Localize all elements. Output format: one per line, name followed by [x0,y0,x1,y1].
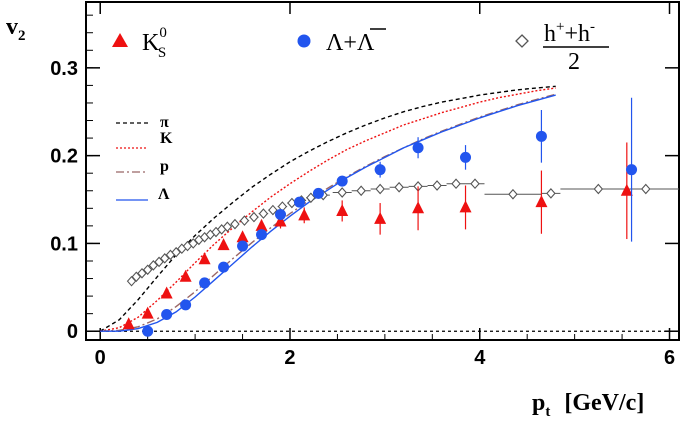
hadron-point [142,264,153,276]
kshort-point [274,214,287,227]
hadron-point [268,204,278,216]
plot-frame [85,1,680,341]
lambda-point [275,208,287,220]
y-axis-title: v2 [6,14,26,44]
legend-lambda-label: Λ+Λ [326,30,375,56]
lambda-point [535,130,547,142]
hadron-point [148,260,159,271]
kshort-point [255,218,268,231]
hadron-point [356,185,366,197]
lambda-point [374,164,386,176]
legend-curve-lambda-label: Λ [158,186,170,203]
hadron-point [171,246,181,258]
legend-lambda-marker [297,34,311,48]
legend-curve-pi-label: π [160,114,169,131]
hadron-point [137,267,147,279]
legend-kshort: K0 S [112,25,167,61]
y-tick-label: 0.2 [50,146,78,168]
lambda-point [336,175,348,187]
hadron-point [508,188,518,200]
kshort-point [236,230,249,243]
hadron-point [160,253,170,264]
kshort-point [122,317,135,330]
curve-p [100,93,556,332]
kshort-point [198,252,211,265]
lambda-point [142,325,154,337]
x-tick-label: 0 [95,347,106,369]
hadron-point [239,215,250,226]
axis-tick-labels: 0 2 4 6 0 0.1 0.2 0.3 [50,58,675,369]
legend-curve-p-label: p [160,158,169,175]
kshort-point [160,286,173,299]
hadron-point [222,221,233,233]
series-lambda [142,97,638,337]
lambda-point [412,142,424,154]
hadron-point [249,211,259,223]
lambda-point [460,151,472,163]
legend-hadrons: h++h- 2 [515,19,609,75]
legend-hadrons-denominator: 2 [568,49,580,75]
lambda-point [256,229,268,241]
kshort-point [374,211,387,224]
legend-hadrons-numerator: h++h- [544,19,595,47]
x-tick-label: 6 [664,347,675,369]
kshort-point [412,201,425,214]
lambda-point [199,277,211,289]
hadron-point [593,183,604,195]
kshort-point [141,306,154,319]
series-hadrons [126,178,679,287]
hadron-point [641,183,651,195]
kshort-point [298,208,311,221]
hadron-point [131,271,142,283]
hadron-point [470,178,480,190]
lambda-point [312,187,324,199]
lambda-point [293,196,305,208]
kshort-point [535,195,548,208]
kshort-point [459,200,472,213]
legend-lambda: Λ+Λ [297,28,386,56]
kshort-point [336,203,349,216]
y-tick-label: 0.1 [50,233,78,255]
series-kshort [122,142,633,330]
hadron-point [546,188,556,199]
legend-hadrons-marker [515,34,529,48]
x-tick-label: 2 [284,347,295,369]
y-tick-label: 0.3 [50,58,78,80]
lambda-point [237,240,249,252]
hadron-point [258,208,269,219]
hadron-point [154,256,164,268]
hadron-point [432,180,442,191]
curve-lambda [100,94,556,332]
kshort-point [620,183,633,196]
lambda-point [218,261,230,273]
hadron-point [188,238,198,249]
legend-curve-k-label: K [160,130,173,147]
hadron-point [306,192,316,204]
y-tick-label: 0 [67,321,78,343]
legend-kshort-label: K0 S [142,25,167,61]
kshort-point [179,269,192,282]
lambda-point [180,299,192,311]
hadron-point [375,183,385,195]
hadron-point [230,218,240,230]
lambda-point [626,164,638,176]
curve-k [100,87,556,332]
legend-curves: π K p Λ [116,114,173,203]
hadron-point [451,178,461,190]
lambda-point [161,309,173,321]
x-axis-title: pt [GeV/c] [532,390,644,420]
kshort-point [217,238,230,251]
hadron-point [337,187,347,198]
hadron-point [394,181,404,193]
legend-kshort-marker [112,33,128,47]
x-tick-label: 4 [474,347,486,369]
